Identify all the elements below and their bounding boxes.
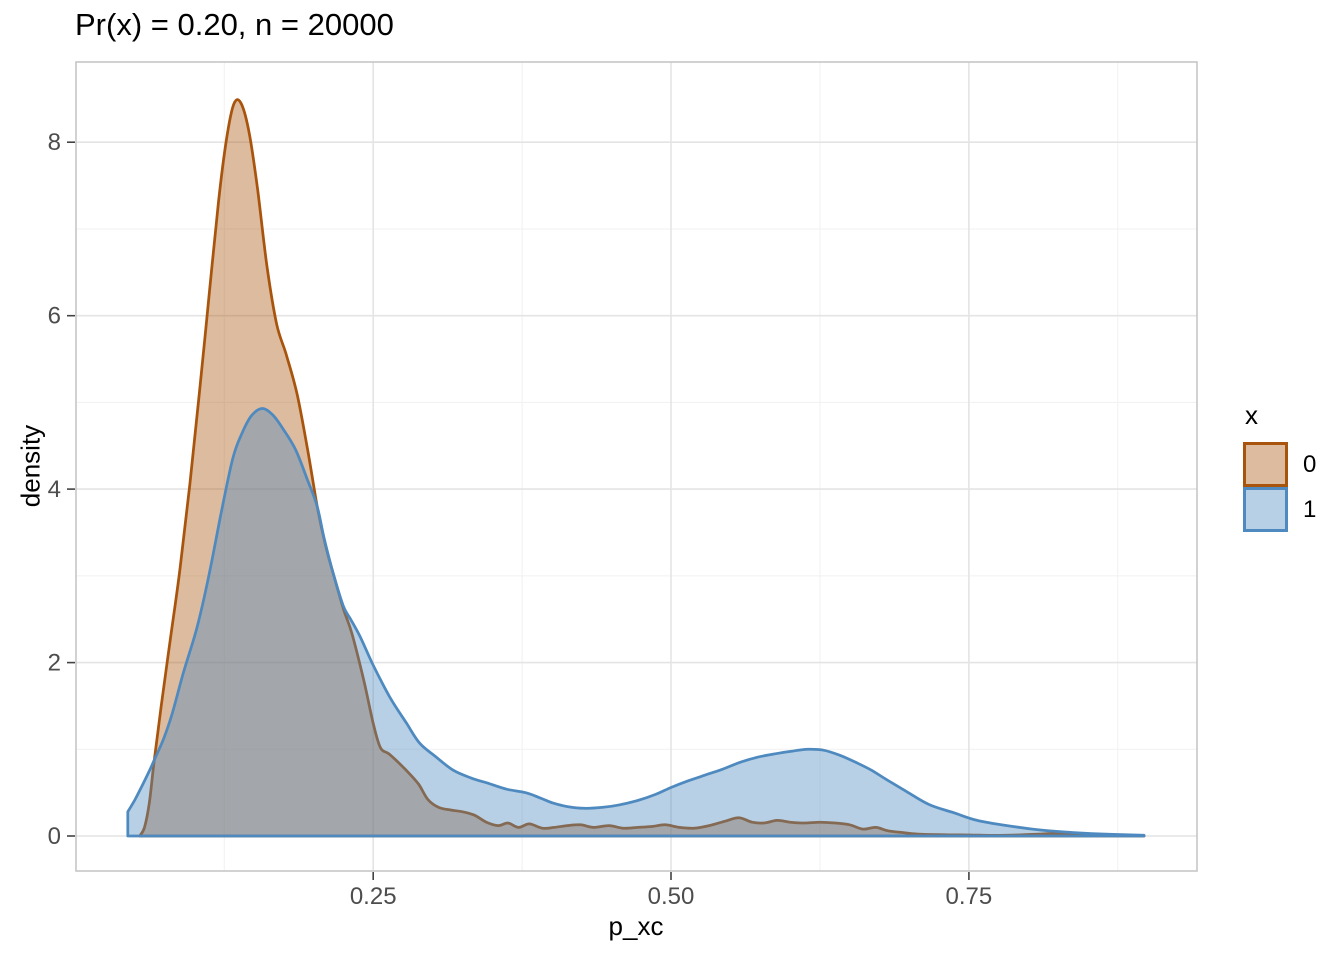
legend-entry-0: 0 — [1243, 442, 1316, 487]
density-series-layer — [126, 98, 1146, 838]
axis-tick-labels: 0.25 0.50 0.75 0 2 4 6 8 — [48, 129, 993, 910]
axis-ticks — [67, 141, 970, 880]
density-curve-x1 — [126, 407, 1146, 838]
x-tick-label-0.50: 0.50 — [648, 883, 695, 910]
panel-border-rect — [75, 61, 1198, 872]
legend-label-1: 1 — [1303, 495, 1317, 523]
y-tick-label-2: 2 — [48, 650, 61, 677]
y-tick-label-8: 8 — [48, 129, 61, 156]
legend-swatch-0 — [1243, 442, 1288, 487]
density-curve-x0 — [138, 98, 1146, 838]
legend-swatch-1 — [1243, 487, 1288, 532]
legend-entry-1: 1 — [1243, 487, 1316, 532]
y-tick-label-6: 6 — [48, 303, 61, 330]
x-tick-label-0.75: 0.75 — [946, 883, 993, 910]
panel-border — [75, 61, 1198, 872]
y-tick-label-4: 4 — [48, 476, 61, 503]
legend-label-0: 0 — [1303, 450, 1317, 478]
y-tick-label-0: 0 — [48, 823, 61, 850]
x-axis-title: p_xc — [608, 911, 664, 941]
plot-title: Pr(x) = 0.20, n = 20000 — [75, 7, 394, 42]
x-tick-label-0.25: 0.25 — [350, 883, 397, 910]
legend-title: x — [1245, 400, 1258, 430]
